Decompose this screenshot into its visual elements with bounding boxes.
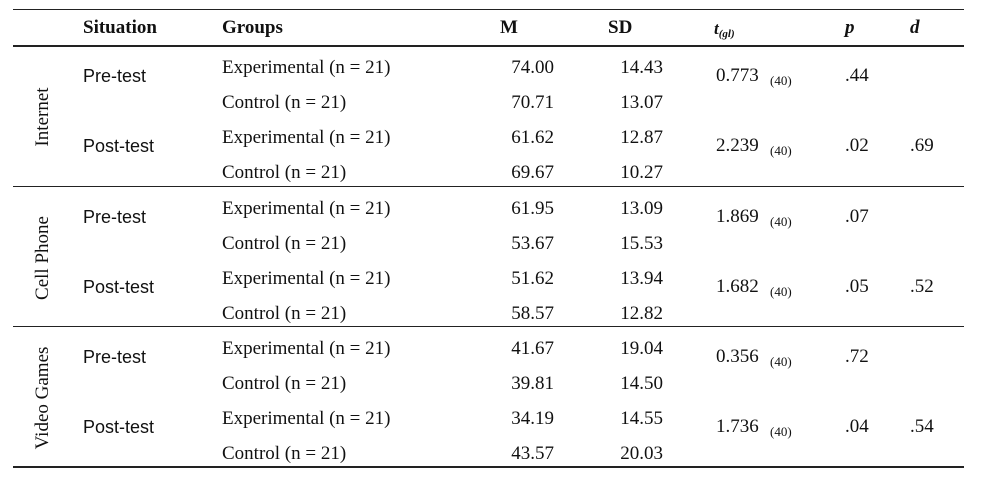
header-rule [13,45,964,47]
mean-value: 61.95 [511,198,554,219]
d-value: .52 [910,275,934,297]
sd-value: 13.94 [620,268,663,289]
section-label: Cell Phone [32,216,53,300]
section-rule [13,466,964,468]
header-sd: SD [608,17,633,38]
group-name: Experimental (n = 21) [222,57,391,78]
sd-value: 14.43 [620,57,663,78]
group-name: Experimental (n = 21) [222,338,391,359]
phase-label: Post-test [83,276,155,297]
header-p: p [845,17,855,38]
sd-value: 19.04 [620,338,663,359]
p-value: .44 [845,64,869,86]
group-name: Experimental (n = 21) [222,268,391,289]
header-m: M [500,17,518,38]
d-value: .69 [910,134,934,156]
p-value: .72 [845,345,869,367]
header-t-main: t [714,19,719,38]
p-value: .07 [845,205,869,227]
header-groups: Groups [222,17,283,38]
t-value: 1.736 [716,415,759,437]
mean-value: 74.00 [511,57,554,78]
group-name: Control (n = 21) [222,303,347,324]
mean-value: 41.67 [511,338,554,359]
phase-label: Pre-test [83,346,147,367]
group-name: Control (n = 21) [222,162,347,183]
group-name: Control (n = 21) [222,443,347,464]
group-name: Control (n = 21) [222,92,347,113]
mean-value: 61.62 [511,127,554,148]
header-t-sub: (gl) [718,28,735,40]
mean-value: 70.71 [511,92,554,113]
p-value: .05 [845,275,869,297]
phase-label: Pre-test [83,65,147,86]
sd-value: 13.07 [620,92,663,113]
top-rule [13,9,964,10]
t-value: 0.356 [716,345,759,367]
df-value: (40) [770,423,792,439]
df-value: (40) [770,213,792,229]
mean-value: 39.81 [511,373,554,394]
mean-value: 58.57 [511,303,554,324]
phase-label: Post-test [83,135,155,156]
header-t: t(gl) [714,18,735,45]
sd-value: 10.27 [620,162,663,183]
t-value: 2.239 [716,134,759,156]
header-situation: Situation [83,17,157,38]
sd-value: 14.50 [620,373,663,394]
p-value: .04 [845,415,869,437]
df-value: (40) [770,353,792,369]
sd-value: 15.53 [620,233,663,254]
phase-label: Pre-test [83,206,147,227]
group-name: Experimental (n = 21) [222,127,391,148]
sd-value: 13.09 [620,198,663,219]
mean-value: 53.67 [511,233,554,254]
sd-value: 12.87 [620,127,663,148]
sd-value: 20.03 [620,443,663,464]
section-label: Internet [32,87,53,147]
t-value: 1.869 [716,205,759,227]
mean-value: 69.67 [511,162,554,183]
mean-value: 51.62 [511,268,554,289]
sd-value: 12.82 [620,303,663,324]
t-value: 0.773 [716,64,759,86]
df-value: (40) [770,142,792,158]
mean-value: 43.57 [511,443,554,464]
mean-value: 34.19 [511,408,554,429]
d-value: .54 [910,415,934,437]
section-rule [13,326,964,327]
df-value: (40) [770,72,792,88]
sd-value: 14.55 [620,408,663,429]
header-d: d [910,17,920,38]
df-value: (40) [770,283,792,299]
phase-label: Post-test [83,416,155,437]
section-label: Video Games [32,346,53,450]
group-name: Experimental (n = 21) [222,408,391,429]
t-value: 1.682 [716,275,759,297]
group-name: Control (n = 21) [222,373,347,394]
group-name: Control (n = 21) [222,233,347,254]
p-value: .02 [845,134,869,156]
section-rule [13,186,964,187]
group-name: Experimental (n = 21) [222,198,391,219]
